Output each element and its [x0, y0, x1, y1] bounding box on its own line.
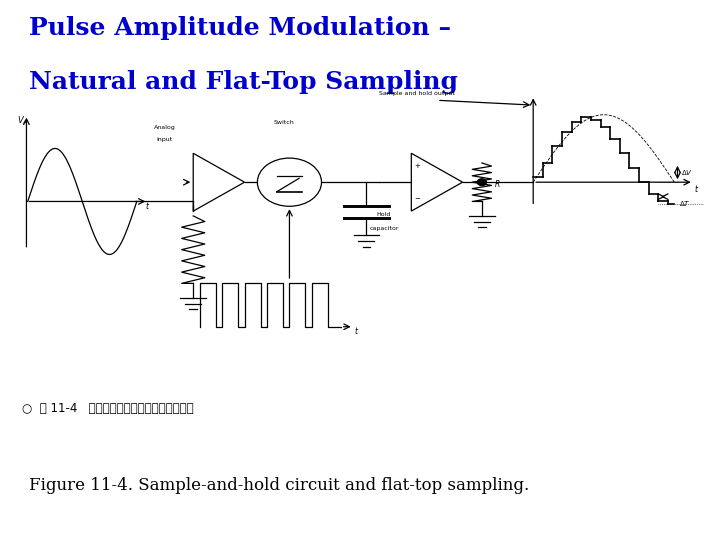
Text: Switch: Switch: [274, 120, 294, 125]
Text: Natural and Flat-Top Sampling: Natural and Flat-Top Sampling: [29, 70, 458, 94]
Text: R: R: [495, 180, 500, 189]
Text: input: input: [156, 137, 173, 142]
Text: Figure 11-4. Sample-and-hold circuit and flat-top sampling.: Figure 11-4. Sample-and-hold circuit and…: [29, 477, 529, 494]
Text: $\Delta V$: $\Delta V$: [680, 168, 693, 177]
Text: $t$: $t$: [145, 200, 150, 211]
Text: $t$: $t$: [693, 183, 699, 194]
Circle shape: [477, 179, 487, 186]
Text: +: +: [415, 163, 420, 168]
Text: $V_A$: $V_A$: [17, 114, 28, 127]
Text: −: −: [415, 197, 420, 202]
Text: Sample and hold output: Sample and hold output: [379, 91, 455, 97]
Text: capacitor: capacitor: [369, 226, 399, 231]
Text: $\Delta T$: $\Delta T$: [680, 199, 691, 208]
Text: $t$: $t$: [354, 325, 359, 336]
Text: Hold: Hold: [376, 212, 390, 217]
Text: Pulse Amplitude Modulation –: Pulse Amplitude Modulation –: [29, 16, 451, 40]
Text: Analog: Analog: [153, 125, 175, 130]
Text: ○  圖 11-4   樣本－和－持保電路和平頂取樣。: ○ 圖 11-4 樣本－和－持保電路和平頂取樣。: [22, 402, 193, 415]
